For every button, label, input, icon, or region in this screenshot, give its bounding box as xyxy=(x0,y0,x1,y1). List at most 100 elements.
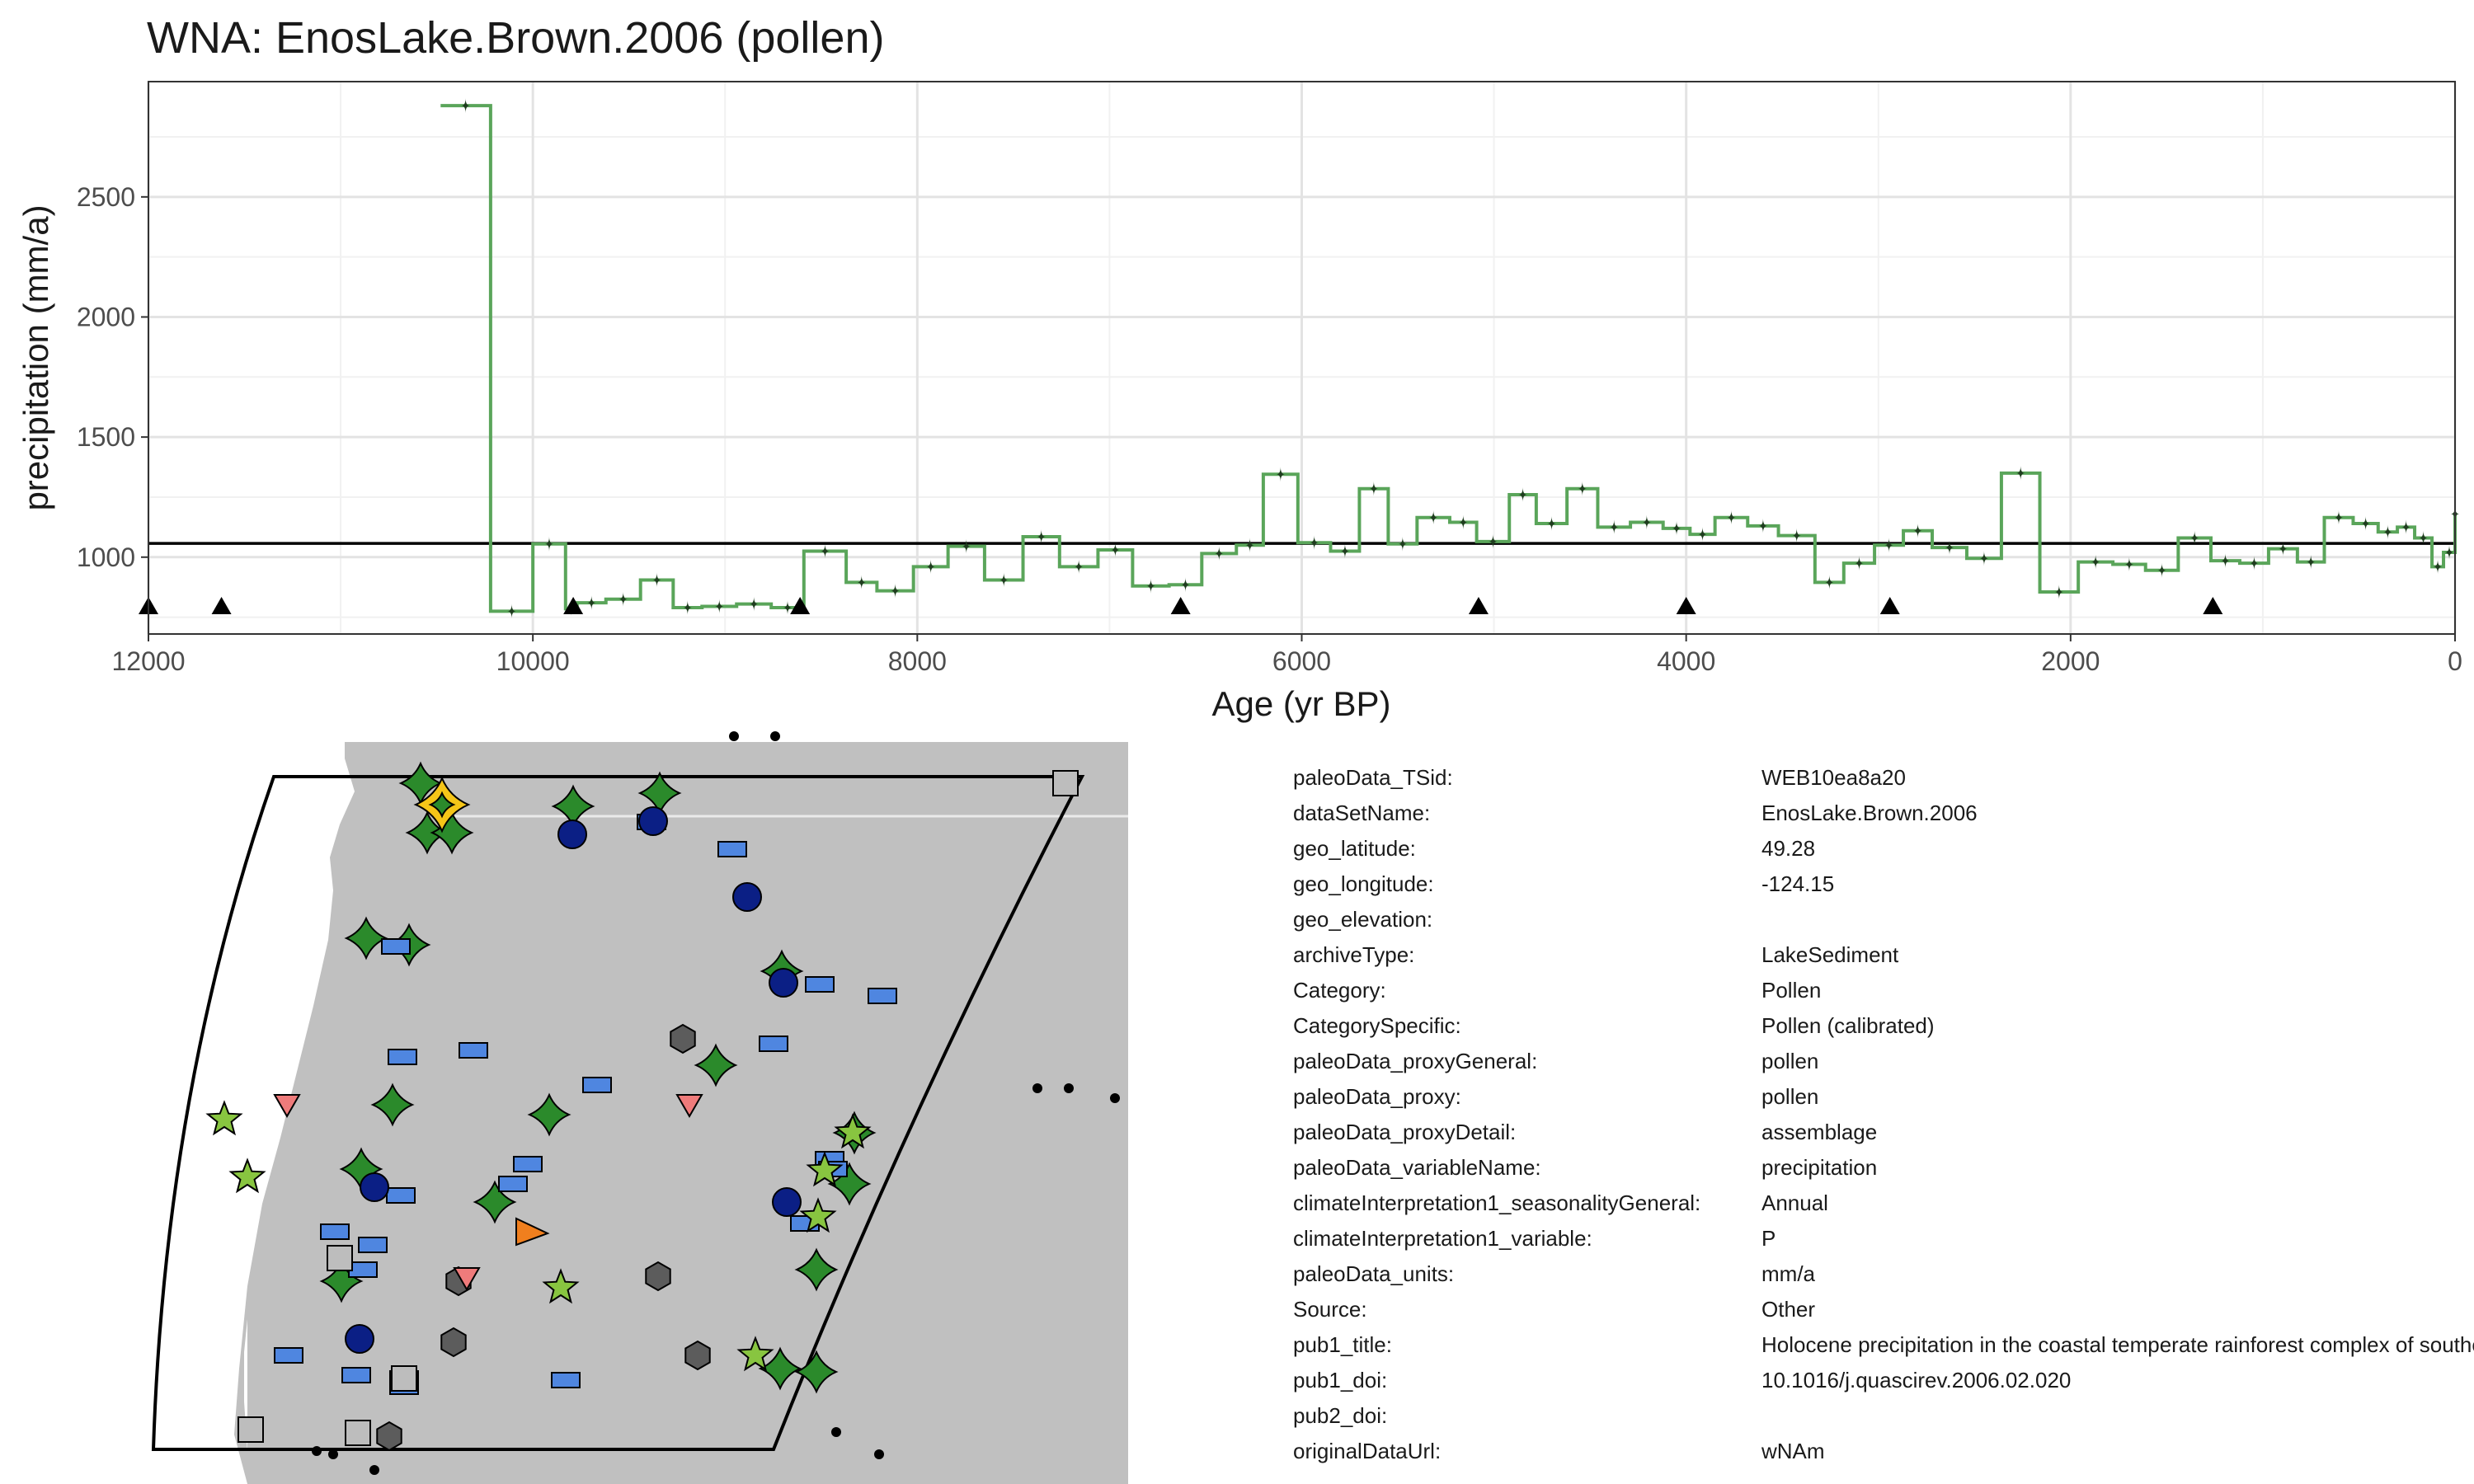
site-circle xyxy=(772,1187,802,1217)
data-point xyxy=(1855,556,1864,571)
y-axis-title: precipitation (mm/a) xyxy=(16,204,55,510)
data-point xyxy=(2444,544,2454,560)
land-mass xyxy=(234,742,1128,1484)
data-point xyxy=(1792,528,1802,543)
data-point xyxy=(1276,467,1286,482)
site-rect xyxy=(717,841,747,857)
data-point xyxy=(1518,487,1527,503)
site-rect xyxy=(805,976,835,993)
pollen-site xyxy=(694,1043,738,1087)
data-point xyxy=(2091,554,2100,570)
age-control-triangle xyxy=(1468,597,1489,614)
pollen-site xyxy=(473,1180,517,1224)
data-point xyxy=(2361,516,2371,531)
data-point xyxy=(1547,516,1556,531)
pollen-site xyxy=(827,1162,872,1206)
site-star xyxy=(736,1336,774,1372)
pollen-site xyxy=(430,810,474,855)
data-point xyxy=(2189,530,2199,546)
data-point xyxy=(2124,556,2134,572)
metadata-value: pollen xyxy=(1761,1049,1819,1073)
data-point xyxy=(586,595,596,611)
data-point xyxy=(2383,524,2392,540)
data-point xyxy=(1945,540,1954,556)
metadata-key: paleoData_units: xyxy=(1293,1261,1455,1286)
site-circle xyxy=(345,1324,374,1354)
x-tick-label: 4000 xyxy=(1657,646,1715,676)
site-dot xyxy=(369,1465,379,1475)
site-circle xyxy=(638,806,668,836)
site-dot xyxy=(1032,1083,1042,1093)
site-rect xyxy=(341,1367,371,1383)
age-control-triangle xyxy=(2203,597,2223,614)
metadata-value: assemblage xyxy=(1761,1120,1878,1144)
site-star xyxy=(799,1197,837,1233)
site-rect xyxy=(459,1042,488,1059)
metadata-key: paleoData_variableName: xyxy=(1293,1155,1541,1180)
site-rect xyxy=(513,1156,543,1172)
y-tick-label: 2500 xyxy=(77,182,135,212)
x-tick-label: 10000 xyxy=(496,646,570,676)
data-point xyxy=(2278,541,2288,556)
metadata-value: EnosLake.Brown.2006 xyxy=(1761,801,1978,825)
data-point xyxy=(1398,536,1408,552)
site-square xyxy=(238,1416,264,1443)
metadata-value: Holocene precipitation in the coastal te… xyxy=(1761,1332,2474,1357)
data-point xyxy=(2221,553,2230,569)
age-control-triangle xyxy=(211,597,232,614)
data-point xyxy=(1913,523,1922,538)
metadata-key: geo_latitude: xyxy=(1293,836,1416,861)
data-point xyxy=(1698,527,1707,542)
x-axis-ticks: 12000 10000 8000 6000 4000 2000 0 xyxy=(112,634,2462,676)
metadata-key: CategorySpecific: xyxy=(1293,1013,1461,1038)
site-dot xyxy=(874,1449,884,1459)
site-triangle xyxy=(675,1094,703,1119)
metadata-key: paleoData_proxyDetail: xyxy=(1293,1120,1517,1144)
data-point xyxy=(618,591,628,607)
metadata-key: Category: xyxy=(1293,978,1386,1003)
metadata-value: -124.15 xyxy=(1761,871,1835,896)
data-point xyxy=(2054,585,2064,600)
site-dot xyxy=(312,1446,322,1456)
pollen-site xyxy=(370,1082,415,1127)
metadata-key: paleoData_TSid: xyxy=(1293,765,1453,790)
metadata-key: originalDataUrl: xyxy=(1293,1439,1442,1463)
metadata-value: Pollen xyxy=(1761,978,1822,1003)
age-control-triangle xyxy=(563,597,584,614)
data-points xyxy=(461,98,2460,619)
data-point xyxy=(507,603,516,619)
metadata-value: 49.28 xyxy=(1761,836,1816,861)
metadata-key: dataSetName: xyxy=(1293,801,1431,825)
site-triangle xyxy=(273,1094,301,1119)
data-point xyxy=(1884,538,1893,553)
metadata-key: pub2_doi: xyxy=(1293,1403,1388,1428)
data-point xyxy=(2306,554,2316,570)
data-point xyxy=(962,538,971,554)
age-control-triangle xyxy=(790,597,811,614)
pollen-site xyxy=(794,1247,839,1292)
metadata-value: wNAm xyxy=(1761,1439,1825,1463)
pollen-site xyxy=(527,1092,571,1137)
metadata-value: pollen xyxy=(1761,1084,1819,1109)
data-point xyxy=(926,559,936,575)
y-tick-label: 1000 xyxy=(77,542,135,572)
x-tick-label: 2000 xyxy=(2041,646,2100,676)
chart-title: WNA: EnosLake.Brown.2006 (pollen) xyxy=(147,13,885,63)
site-square xyxy=(391,1365,417,1392)
site-dot xyxy=(1110,1093,1120,1103)
data-point xyxy=(2401,519,2411,535)
data-point xyxy=(1369,481,1379,496)
highlighted-site-core xyxy=(428,791,456,819)
metadata-key: Source: xyxy=(1293,1297,1367,1322)
metadata-value: LakeSediment xyxy=(1761,942,1899,967)
site-dot xyxy=(770,731,780,741)
site-rect xyxy=(868,988,897,1004)
timeseries-chart: 12000 10000 8000 6000 4000 2000 0 1000 1500 2000… xyxy=(16,81,2462,723)
age-control-triangle xyxy=(1879,597,1900,614)
metadata-table: paleoData_TSid: WEB10ea8a20 dataSetName: En… xyxy=(1293,760,2474,1477)
site-rect xyxy=(386,1187,416,1204)
data-point xyxy=(544,536,554,552)
data-point xyxy=(1245,538,1254,553)
data-point xyxy=(1979,551,1989,566)
